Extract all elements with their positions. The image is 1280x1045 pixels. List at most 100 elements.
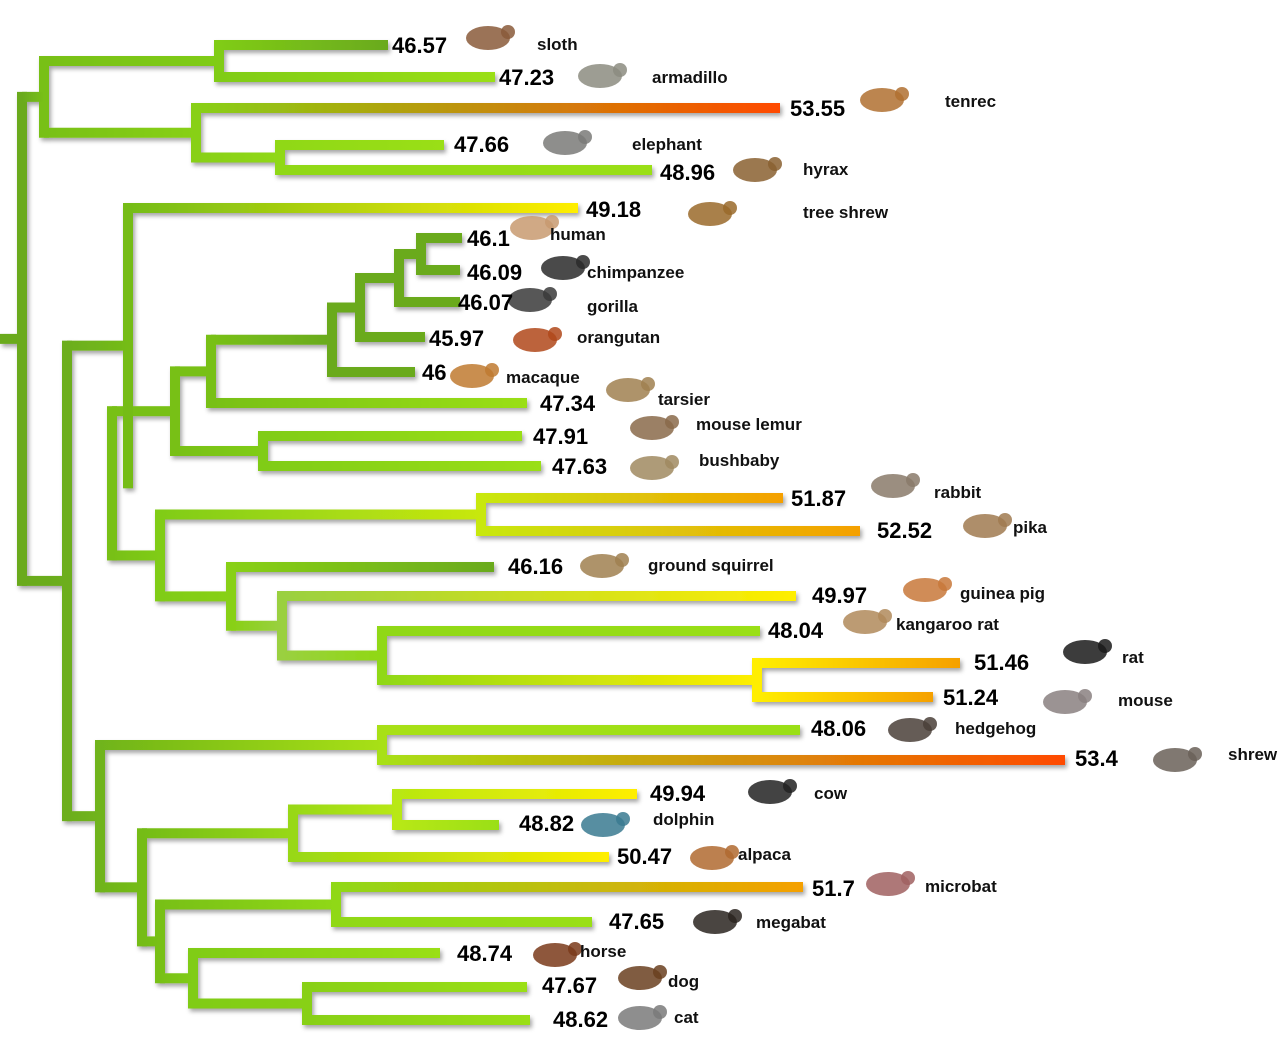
- armadillo-icon: [578, 63, 627, 88]
- tip-branch-guinea-pig: [282, 591, 796, 601]
- tip-name-dolphin: dolphin: [653, 810, 714, 829]
- branch-n2: [196, 152, 280, 163]
- branch-n15: [231, 620, 282, 631]
- tree-shrew-icon: [688, 201, 737, 226]
- megabat-icon: [693, 909, 742, 934]
- tip-branch-macaque: [332, 367, 415, 377]
- hedgehog-icon: [888, 717, 937, 742]
- tip-branch-cat: [307, 1015, 530, 1025]
- tip-name-tenrec: tenrec: [945, 92, 996, 111]
- tip-value-armadillo: 47.23: [499, 65, 554, 90]
- tip-branch-bushbaby: [263, 461, 541, 471]
- node-n18-connector: [107, 406, 117, 561]
- tip-branch-armadillo: [219, 72, 495, 82]
- branch-n9: [175, 366, 211, 377]
- tip-value-megabat: 47.65: [609, 909, 664, 934]
- tip-value-hedgehog: 48.06: [811, 716, 866, 741]
- tip-branch-mouse-lemur: [263, 431, 522, 441]
- tip-name-orangutan: orangutan: [577, 328, 660, 347]
- tip-branch-rabbit: [481, 493, 783, 503]
- tip-name-armadillo: armadillo: [652, 68, 728, 87]
- tree-branches: [0, 40, 1065, 1025]
- tip-value-horse: 48.74: [457, 941, 513, 966]
- rabbit-icon: [871, 473, 920, 498]
- tip-name-macaque: macaque: [506, 368, 580, 387]
- cow-icon: [748, 779, 797, 804]
- branch-n29: [22, 575, 67, 586]
- tip-branch-pika: [481, 526, 860, 536]
- branch-n13: [382, 675, 757, 685]
- branch-n12: [160, 509, 481, 520]
- orangutan-icon: [513, 327, 562, 352]
- dolphin-icon: [581, 812, 630, 837]
- tip-labels: 46.57 sloth 47.23 armadillo 53.55 tenrec 47.66…: [392, 33, 1278, 1032]
- tip-name-chimpanzee: chimpanzee: [587, 263, 684, 282]
- tip-branch-hedgehog: [382, 725, 800, 735]
- human-icon: [510, 215, 559, 240]
- tip-name-tarsier: tarsier: [658, 390, 710, 409]
- tip-branch-gorilla: [399, 297, 460, 307]
- tip-value-microbat: 51.7: [812, 876, 855, 901]
- branch-n28: [67, 811, 100, 822]
- branch-n21: [293, 804, 397, 815]
- tip-value-gorilla: 46.07: [458, 290, 513, 315]
- alpaca-icon: [690, 845, 739, 870]
- branch-n19: [67, 340, 128, 351]
- tip-value-tree-shrew: 49.18: [586, 197, 641, 222]
- tip-value-human: 46.1: [467, 226, 510, 251]
- tip-value-mouse: 51.24: [943, 685, 999, 710]
- branch-n26: [142, 936, 160, 947]
- tip-value-dog: 47.67: [542, 973, 597, 998]
- elephant-icon: [543, 130, 592, 155]
- ground-squirrel-icon: [580, 553, 629, 578]
- kangaroo-rat-icon: [843, 609, 892, 634]
- tip-name-megabat: megabat: [756, 913, 826, 932]
- tip-branch-dog: [307, 982, 527, 992]
- macaque-icon: [450, 363, 499, 388]
- rat-icon: [1063, 639, 1112, 664]
- tip-value-bushbaby: 47.63: [552, 454, 607, 479]
- tip-branch-shrew: [382, 755, 1065, 765]
- branch-n5: [399, 249, 421, 259]
- tip-value-alpaca: 50.47: [617, 844, 672, 869]
- tip-branch-mouse: [757, 692, 933, 702]
- tip-value-macaque: 46: [422, 360, 446, 385]
- tip-value-rat: 51.46: [974, 650, 1029, 675]
- tip-branch-horse: [193, 948, 440, 958]
- tip-name-kangaroo-rat: kangaroo rat: [896, 615, 999, 634]
- tip-branch-tree-shrew: [128, 203, 578, 213]
- tip-value-orangutan: 45.97: [429, 326, 484, 351]
- tip-value-tenrec: 53.55: [790, 96, 845, 121]
- tip-branch-elephant: [280, 140, 444, 150]
- branch-n25: [160, 973, 193, 984]
- tip-value-elephant: 47.66: [454, 132, 509, 157]
- guinea-pig-icon: [903, 577, 952, 602]
- tip-branch-alpaca: [293, 852, 609, 862]
- pika-icon: [963, 513, 1012, 538]
- tarsier-icon: [606, 377, 655, 402]
- tip-name-microbat: microbat: [925, 877, 997, 896]
- branch-n6: [360, 273, 399, 283]
- tip-name-hedgehog: hedgehog: [955, 719, 1036, 738]
- tip-value-kangaroo-rat: 48.04: [768, 618, 824, 643]
- tip-branch-cow: [397, 789, 637, 799]
- tip-branch-orangutan: [360, 332, 425, 342]
- tip-value-tarsier: 47.34: [540, 391, 596, 416]
- shrew-icon: [1153, 747, 1202, 772]
- tip-name-ground-squirrel: ground squirrel: [648, 556, 774, 575]
- tip-name-human: human: [550, 225, 606, 244]
- dog-icon: [618, 965, 667, 990]
- tip-value-pika: 52.52: [877, 518, 932, 543]
- tip-value-mouse-lemur: 47.91: [533, 424, 588, 449]
- tip-name-mouse-lemur: mouse lemur: [696, 415, 802, 434]
- branch-n8: [211, 334, 332, 345]
- bushbaby-icon: [630, 455, 679, 480]
- sloth-icon: [466, 25, 515, 50]
- branch-n1: [44, 56, 219, 66]
- tip-value-cat: 48.62: [553, 1007, 608, 1032]
- branch-n3: [44, 127, 196, 138]
- tip-branch-tarsier: [211, 398, 527, 408]
- microbat-icon: [866, 871, 915, 896]
- branch-n10: [175, 446, 263, 456]
